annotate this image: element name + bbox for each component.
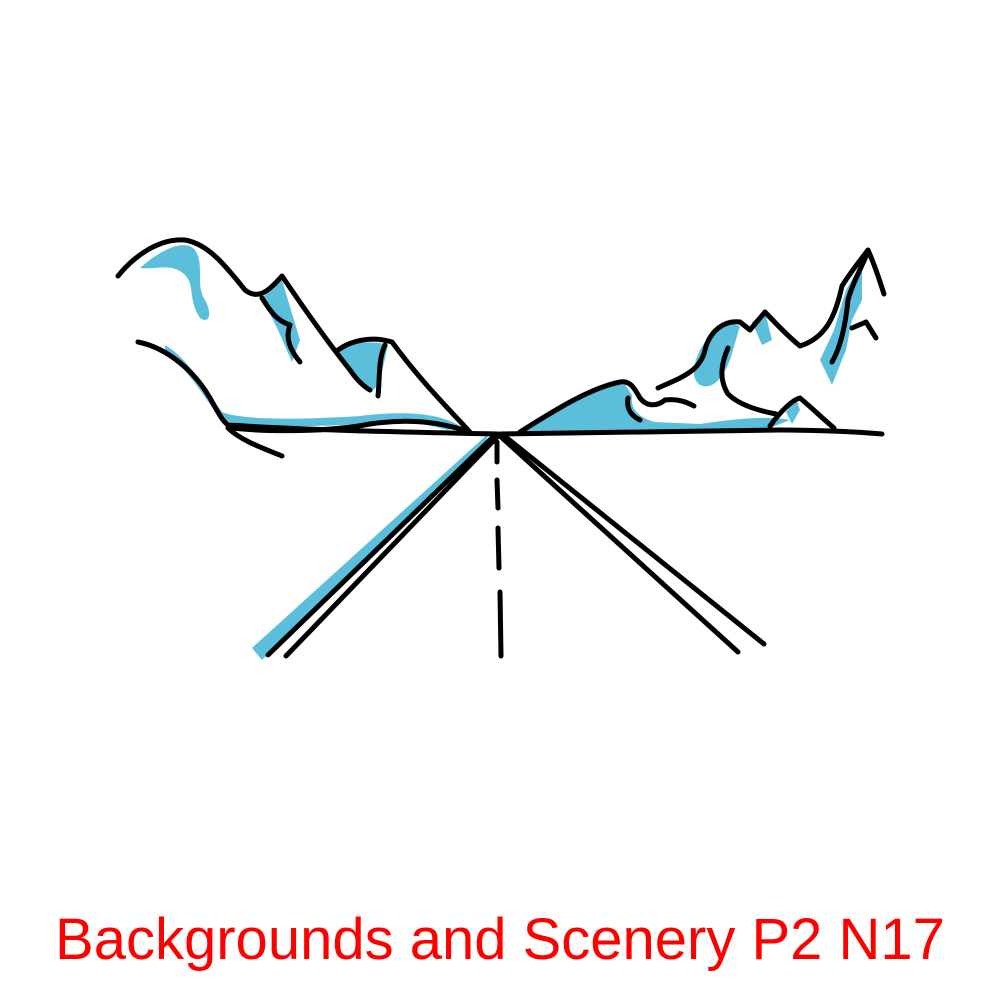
left-peak-accent-icon — [140, 245, 210, 320]
road-center-dash-icon — [495, 525, 502, 571]
left-road-accent-icon — [252, 432, 490, 660]
left-base-accent-icon — [165, 345, 460, 430]
right-small-hill-outline-icon — [767, 395, 837, 431]
right-hill-outline-icon — [517, 379, 697, 435]
horizon-right-icon — [497, 427, 885, 437]
left-hill-crevice-icon — [375, 342, 388, 399]
right-ridge-crevice-icon — [719, 345, 779, 417]
right-small-hill-accent-icon — [786, 398, 800, 424]
left-hill-accent-icon — [335, 342, 388, 392]
left-peak-crevice-icon — [259, 295, 303, 365]
right-small-hill-inner-icon — [625, 395, 643, 423]
left-mountain-outline-icon — [115, 237, 373, 393]
road-center-dash-icon — [497, 589, 504, 659]
road-center-dash-icon — [494, 477, 501, 511]
left-base-stroke-icon — [225, 425, 285, 459]
line-work — [115, 237, 887, 659]
caption-text: Backgrounds and Scenery P2 N17 — [55, 907, 945, 972]
right-peak-crevice-icon — [829, 249, 871, 365]
road-left-edge-outer-icon — [265, 431, 499, 658]
horizon-left-icon — [227, 422, 501, 437]
mountain-road-illustration — [115, 237, 887, 660]
left-hill-outline-icon — [335, 336, 471, 433]
right-ridge-accent-icon — [693, 324, 740, 387]
road-right-edge-inner-icon — [497, 433, 741, 655]
road-right-edge-outer-icon — [499, 431, 767, 647]
left-base-outline-icon — [135, 339, 473, 435]
road-left-edge-inner-icon — [283, 433, 501, 659]
right-peak-crevice-2-icon — [849, 319, 879, 341]
